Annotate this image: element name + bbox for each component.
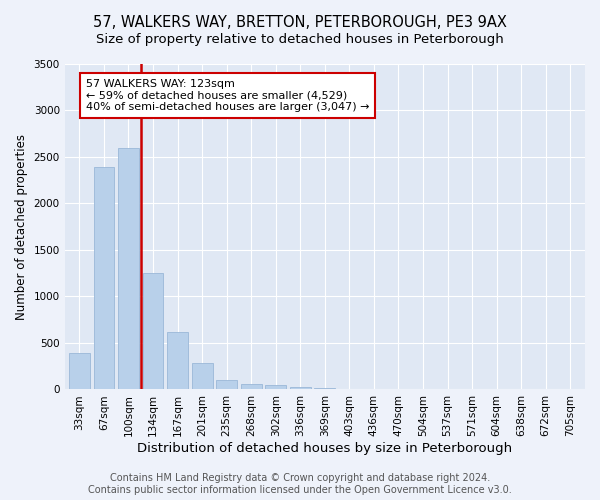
Text: 57 WALKERS WAY: 123sqm
← 59% of detached houses are smaller (4,529)
40% of semi-: 57 WALKERS WAY: 123sqm ← 59% of detached… xyxy=(86,79,369,112)
Text: Size of property relative to detached houses in Peterborough: Size of property relative to detached ho… xyxy=(96,32,504,46)
Bar xyxy=(167,332,188,390)
Bar xyxy=(265,386,286,390)
X-axis label: Distribution of detached houses by size in Peterborough: Distribution of detached houses by size … xyxy=(137,442,512,455)
Bar xyxy=(94,167,115,390)
Y-axis label: Number of detached properties: Number of detached properties xyxy=(15,134,28,320)
Bar xyxy=(191,364,212,390)
Bar xyxy=(69,353,90,390)
Bar xyxy=(314,388,335,390)
Bar xyxy=(216,380,237,390)
Bar xyxy=(241,384,262,390)
Bar xyxy=(290,387,311,390)
Text: 57, WALKERS WAY, BRETTON, PETERBOROUGH, PE3 9AX: 57, WALKERS WAY, BRETTON, PETERBOROUGH, … xyxy=(93,15,507,30)
Bar xyxy=(339,388,360,390)
Bar xyxy=(143,273,163,390)
Bar xyxy=(118,148,139,390)
Text: Contains HM Land Registry data © Crown copyright and database right 2024.
Contai: Contains HM Land Registry data © Crown c… xyxy=(88,474,512,495)
